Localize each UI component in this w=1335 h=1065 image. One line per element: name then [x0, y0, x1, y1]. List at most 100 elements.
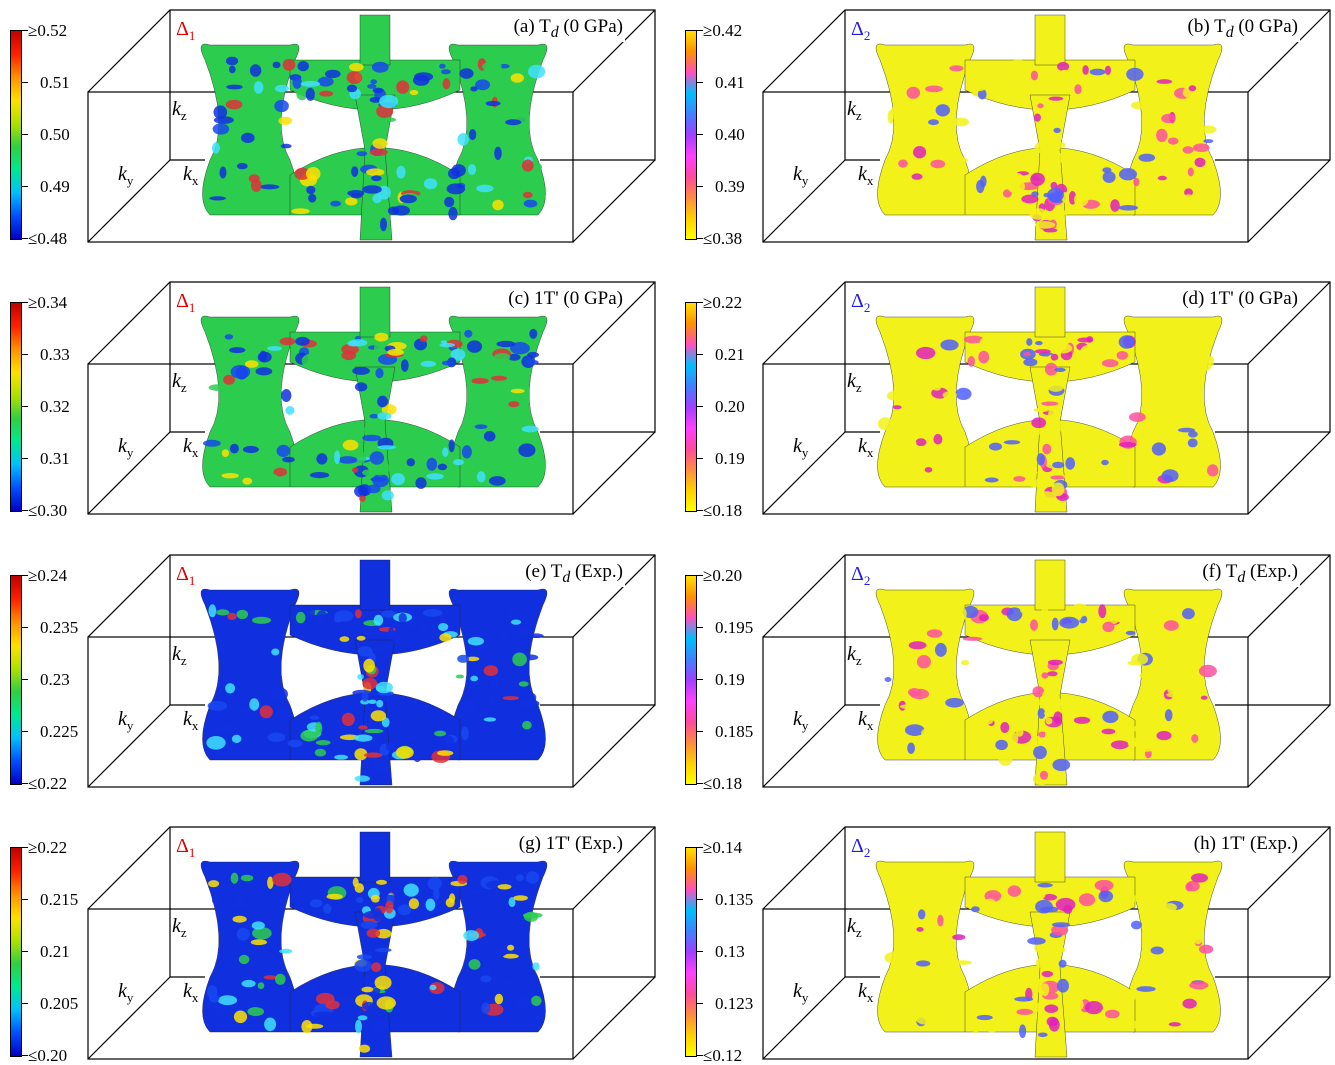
axis-symbol: k	[847, 643, 856, 665]
axis-subscript: z	[855, 380, 862, 395]
panel-title-suffix: (Exp.)	[1245, 561, 1298, 582]
gap-label: Δ1	[176, 18, 195, 44]
panel-e: ≥0.24 0.235 0.23 0.225 ≤0.22 (e) Td (Exp.) Δ1 k…	[0, 545, 656, 792]
axis-symbol: k	[858, 435, 867, 457]
axis-subscript: y	[801, 445, 809, 460]
panel-title: (c) 1T' (0 GPa)	[506, 288, 625, 310]
colorbar-tick-label: 0.32	[40, 397, 70, 416]
axis-symbol: k	[847, 915, 856, 937]
axis-symbol: k	[118, 435, 127, 457]
colorbar-tick-label: 0.225	[40, 722, 79, 741]
colorbar	[10, 30, 22, 240]
axis-subscript: y	[126, 173, 134, 188]
axis-label-kz: kz	[172, 915, 187, 941]
colorbar-tick-label: ≥0.22	[703, 293, 743, 312]
colorbar	[10, 575, 22, 785]
colorbar-tick	[22, 458, 28, 459]
fermi-surface	[875, 286, 1223, 513]
axis-subscript: z	[855, 108, 862, 123]
panel-title-subscript: d	[1237, 568, 1246, 586]
axis-symbol: k	[847, 98, 856, 120]
colorbar-tick	[697, 238, 703, 239]
gap-index: 2	[863, 573, 871, 588]
axis-subscript: y	[126, 445, 134, 460]
gap-label: Δ1	[176, 563, 195, 589]
colorbar-tick-label: 0.49	[40, 177, 70, 196]
axis-subscript: x	[866, 445, 874, 460]
colorbar	[685, 575, 697, 785]
colorbar-tick	[697, 575, 703, 576]
fermi-surface	[200, 286, 548, 513]
axis-label-kx: kx	[858, 980, 873, 1006]
gap-index: 2	[863, 28, 871, 43]
axis-symbol: k	[793, 163, 802, 185]
colorbar-tick	[697, 510, 703, 511]
gap-symbol: Δ	[176, 563, 189, 585]
panel-title-suffix: (Exp.)	[570, 561, 623, 582]
fermi-surface	[200, 14, 548, 241]
colorbar-tick-label: ≥0.52	[28, 21, 68, 40]
colorbar-tick-label: 0.20	[715, 397, 745, 416]
axis-label-ky: ky	[793, 980, 808, 1006]
axis-symbol: k	[172, 98, 181, 120]
colorbar-tick	[697, 354, 703, 355]
brillouin-zone-box	[762, 826, 1331, 1060]
gap-label: Δ1	[176, 290, 195, 316]
colorbar-tick	[697, 30, 703, 31]
colorbar-tick-label: 0.215	[40, 890, 79, 909]
colorbar-tick-label: 0.23	[40, 670, 70, 689]
axis-subscript: y	[126, 990, 134, 1005]
colorbar-tick	[697, 731, 703, 732]
axis-subscript: z	[180, 380, 187, 395]
panel-title: (a) Td (0 GPa)	[511, 16, 625, 42]
panel-h: ≥0.14 0.135 0.13 0.123 ≤0.12 (h) 1T' (Exp.) Δ2…	[675, 817, 1331, 1064]
colorbar-tick	[22, 510, 28, 511]
axis-label-kz: kz	[172, 98, 187, 124]
colorbar-tick	[22, 406, 28, 407]
panel-a: ≥0.52 0.51 0.50 0.49 ≤0.48 (a) Td (0 GPa) Δ1 kz…	[0, 0, 656, 247]
axis-symbol: k	[793, 980, 802, 1002]
gap-label: Δ2	[851, 18, 870, 44]
panel-title-suffix: (0 GPa)	[1233, 16, 1298, 37]
axis-label-kz: kz	[172, 643, 187, 669]
axis-subscript: x	[866, 173, 874, 188]
colorbar-tick	[697, 951, 703, 952]
colorbar-tick	[22, 847, 28, 848]
colorbar-tick	[697, 458, 703, 459]
axis-symbol: k	[183, 435, 192, 457]
panel-title-text: (e) T	[525, 561, 563, 582]
gap-symbol: Δ	[851, 835, 864, 857]
colorbar-tick-label: ≤0.38	[703, 229, 743, 248]
axis-symbol: k	[118, 980, 127, 1002]
colorbar-tick	[22, 82, 28, 83]
colorbar-tick-label: ≤0.30	[28, 501, 68, 520]
panel-title: (d) 1T' (0 GPa)	[1180, 288, 1300, 310]
axis-subscript: x	[191, 990, 199, 1005]
axis-subscript: z	[180, 925, 187, 940]
axis-symbol: k	[847, 370, 856, 392]
axis-label-kx: kx	[183, 980, 198, 1006]
brillouin-zone-box	[762, 281, 1331, 515]
colorbar-tick	[22, 783, 28, 784]
gap-index: 2	[863, 845, 871, 860]
panel-title-text: (h) 1T' (Exp.)	[1193, 833, 1298, 854]
axis-subscript: x	[866, 718, 874, 733]
colorbar	[685, 302, 697, 512]
colorbar-tick	[22, 1003, 28, 1004]
colorbar-tick	[697, 406, 703, 407]
colorbar-tick-label: 0.50	[40, 125, 70, 144]
gap-index: 1	[188, 845, 196, 860]
axis-label-kx: kx	[858, 708, 873, 734]
colorbar-tick-label: ≤0.18	[703, 501, 743, 520]
axis-subscript: y	[801, 718, 809, 733]
axis-label-ky: ky	[118, 435, 133, 461]
axis-symbol: k	[172, 643, 181, 665]
colorbar-tick	[22, 731, 28, 732]
panel-title-text: (c) 1T' (0 GPa)	[508, 288, 623, 309]
colorbar-tick-label: 0.185	[715, 722, 754, 741]
colorbar-tick-label: 0.51	[40, 73, 70, 92]
panel-title-subscript: d	[1225, 23, 1234, 41]
brillouin-zone-box	[87, 826, 656, 1060]
brillouin-zone-box	[87, 554, 656, 788]
axis-subscript: x	[191, 445, 199, 460]
